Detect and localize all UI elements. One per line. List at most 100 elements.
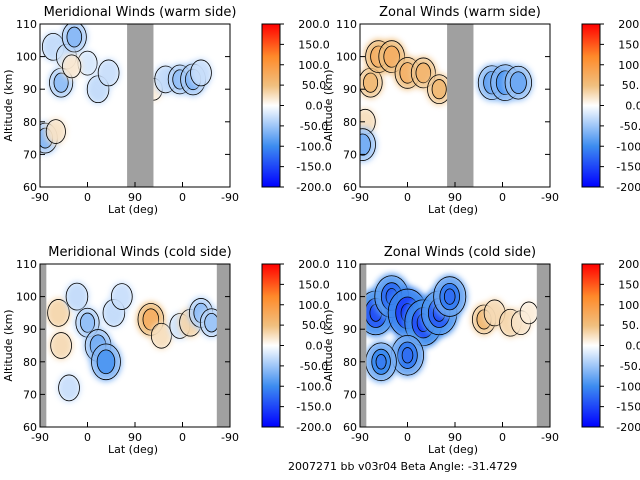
y-tick-label: 100: [336, 291, 357, 304]
x-tick-label: 90: [448, 431, 462, 444]
colorbar-tick-label: -50.0: [300, 360, 328, 373]
masked-region: [216, 264, 230, 427]
colorbar-tick-label: 50.0: [302, 79, 327, 92]
colorbar-tick-label: 200.0: [298, 258, 330, 271]
plot-area: [360, 264, 550, 427]
panel-title: Zonal Winds (warm side): [379, 5, 541, 20]
wind-feature: [49, 331, 73, 360]
panel-title: Meridional Winds (warm side): [44, 5, 237, 20]
wind-feature: [360, 126, 377, 163]
wind-feature: [431, 274, 468, 319]
panel-title: Meridional Winds (cold side): [48, 245, 231, 260]
panel-1: Meridional Winds (warm side) 60 70 80 90 100 1…: [2, 5, 332, 216]
colorbar-tick-label: 0.0: [625, 100, 640, 113]
colorbar-tick-label: -100.0: [616, 140, 640, 153]
x-tick-label: 90: [128, 191, 142, 204]
colorbar-tick-label: 200.0: [618, 258, 640, 271]
wind-feature: [97, 58, 121, 88]
y-tick-label: 110: [336, 258, 357, 271]
x-tick-label: -90: [31, 191, 49, 204]
x-tick-label: -90: [351, 191, 369, 204]
wind-feature: [61, 53, 82, 80]
x-axis-label: Lat (deg): [428, 443, 478, 456]
colorbar-tick-label: 150.0: [298, 278, 330, 291]
colorbar-tick-label: 200.0: [618, 18, 640, 31]
y-tick-label: 90: [23, 323, 37, 336]
x-tick-label: 0: [84, 191, 91, 204]
colorbar-tick-label: -100.0: [616, 380, 640, 393]
footer-label: 2007271 bb v03r04 Beta Angle: -31.4729: [288, 460, 517, 473]
y-tick-label: 100: [16, 51, 37, 64]
x-tick-label: 90: [128, 431, 142, 444]
wind-feature: [503, 64, 534, 101]
wind-feature: [360, 66, 384, 99]
y-tick-label: 70: [23, 148, 37, 161]
colorbar-tick-label: 200.0: [298, 18, 330, 31]
colorbar-tick-label: -50.0: [300, 120, 328, 133]
colorbar-tick-label: -150.0: [296, 161, 331, 174]
y-tick-label: 110: [16, 258, 37, 271]
colorbar-tick-label: -50.0: [620, 120, 640, 133]
x-tick-label: 0: [179, 191, 186, 204]
x-tick-label: 0: [179, 431, 186, 444]
panel-2: Zonal Winds (warm side) 60 70 80 90 100 110 Alt…: [322, 5, 640, 216]
y-tick-label: 110: [336, 18, 357, 31]
y-tick-label: 100: [16, 291, 37, 304]
colorbar-tick-label: 0.0: [305, 340, 323, 353]
x-tick-label: 0: [404, 191, 411, 204]
colorbar-tick-label: 100.0: [298, 299, 330, 312]
y-tick-label: 80: [23, 116, 37, 129]
wind-feature: [150, 321, 173, 350]
wind-feature: [64, 281, 89, 312]
x-tick-label: -90: [221, 191, 239, 204]
masked-region: [127, 24, 154, 187]
masked-region: [40, 264, 47, 427]
colorbar: 200.0 150.0 100.0 50.0 0.0 -50.0 -100.0 -150.0 -…: [261, 18, 332, 194]
y-axis-label: Altitude (km): [322, 309, 335, 381]
y-axis-label: Altitude (km): [2, 309, 15, 381]
colorbar-tick-label: -100.0: [296, 140, 331, 153]
colorbar-tick-label: -100.0: [296, 380, 331, 393]
y-axis-label: Altitude (km): [2, 69, 15, 141]
y-tick-label: 60: [343, 421, 357, 434]
colorbar: 200.0 150.0 100.0 50.0 0.0 -50.0 -100.0 -150.0 -…: [261, 258, 332, 434]
panel-title: Zonal Winds (cold side): [384, 245, 536, 260]
wind-feature: [189, 58, 213, 88]
y-tick-label: 60: [343, 181, 357, 194]
colorbar-tick-label: -150.0: [296, 401, 331, 414]
wind-feature: [426, 73, 453, 106]
wind-feature: [57, 373, 81, 403]
y-tick-label: 90: [343, 323, 357, 336]
y-tick-label: 70: [343, 148, 357, 161]
x-tick-label: -90: [541, 191, 559, 204]
colorbar: 200.0 150.0 100.0 50.0 0.0 -50.0 -100.0 -150.0 -…: [581, 258, 640, 434]
wind-feature: [389, 333, 426, 378]
y-tick-label: 100: [336, 51, 357, 64]
x-tick-label: 90: [448, 191, 462, 204]
y-tick-label: 70: [23, 388, 37, 401]
x-tick-label: 0: [84, 431, 91, 444]
y-tick-label: 60: [23, 421, 37, 434]
colorbar-tick-label: 0.0: [305, 100, 323, 113]
y-tick-label: 80: [343, 356, 357, 369]
colorbar-tick-label: 100.0: [298, 59, 330, 72]
colorbar-tick-label: 100.0: [618, 299, 640, 312]
x-tick-label: 0: [499, 431, 506, 444]
x-tick-label: -90: [351, 431, 369, 444]
wind-feature: [45, 118, 67, 145]
colorbar-tick-label: -200.0: [296, 181, 331, 194]
x-axis-label: Lat (deg): [108, 203, 158, 216]
colorbar-tick-label: -150.0: [616, 161, 640, 174]
x-tick-label: 0: [499, 191, 506, 204]
y-tick-label: 90: [23, 83, 37, 96]
x-axis-label: Lat (deg): [108, 443, 158, 456]
x-tick-label: -90: [31, 431, 49, 444]
wind-feature: [60, 24, 88, 54]
colorbar-tick-label: 150.0: [618, 38, 640, 51]
colorbar-tick-label: 50.0: [622, 319, 640, 332]
masked-region: [360, 264, 367, 427]
y-tick-label: 80: [23, 356, 37, 369]
colorbar-tick-label: 50.0: [622, 79, 640, 92]
y-tick-label: 80: [343, 116, 357, 129]
colorbar-tick-label: 150.0: [618, 278, 640, 291]
